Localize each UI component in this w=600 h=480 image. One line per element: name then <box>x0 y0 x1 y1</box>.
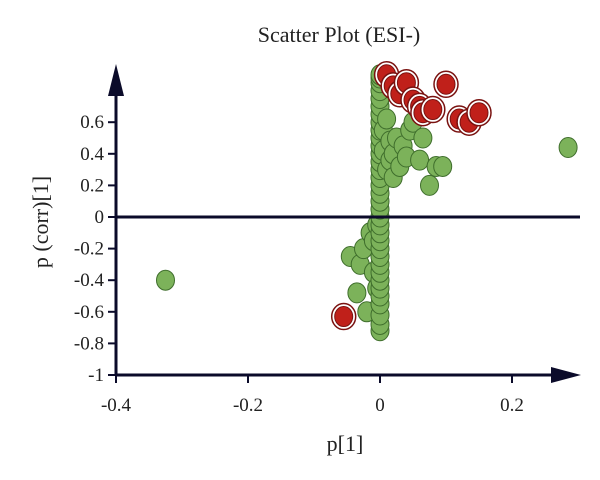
y-tick-label: -0.4 <box>74 270 105 291</box>
tick-labels: -1-0.8-0.6-0.4-0.200.20.40.6-0.8-0.6-0.4… <box>74 112 524 416</box>
y-tick-label: -0.2 <box>74 239 104 260</box>
x-tick-label: 0 <box>375 395 385 416</box>
x-tick-label: 0.2 <box>500 395 524 416</box>
y-tick-label: -0.6 <box>74 302 104 323</box>
red-point <box>436 73 456 95</box>
green-point <box>558 136 578 158</box>
green-point <box>420 174 439 196</box>
axes <box>108 64 581 383</box>
y-tick-label: -1 <box>88 365 104 386</box>
y-tick-label: 0.6 <box>80 112 104 133</box>
y-axis-label: p (corr)[1] <box>28 176 53 268</box>
x-axis-label: p[1] <box>327 431 364 456</box>
red-point <box>423 99 443 121</box>
red-point <box>334 306 354 328</box>
x-axis-arrow <box>551 367 581 383</box>
green-point <box>347 282 367 304</box>
y-tick-label: 0.4 <box>80 144 104 165</box>
plot-area <box>156 61 578 342</box>
x-tick-label: -0.2 <box>233 395 263 416</box>
y-tick-label: -0.8 <box>74 333 104 354</box>
green-point <box>377 108 397 130</box>
x-tick-label: -0.4 <box>101 395 132 416</box>
y-tick-label: 0.2 <box>80 175 104 196</box>
y-tick-label: 0 <box>95 207 105 228</box>
green-point <box>433 155 453 177</box>
chart-title: Scatter Plot (ESI-) <box>258 22 421 47</box>
red-point <box>469 102 489 124</box>
green-point <box>410 149 430 171</box>
y-axis-arrow <box>108 64 124 96</box>
green-point <box>413 127 433 149</box>
green-point <box>156 269 175 291</box>
